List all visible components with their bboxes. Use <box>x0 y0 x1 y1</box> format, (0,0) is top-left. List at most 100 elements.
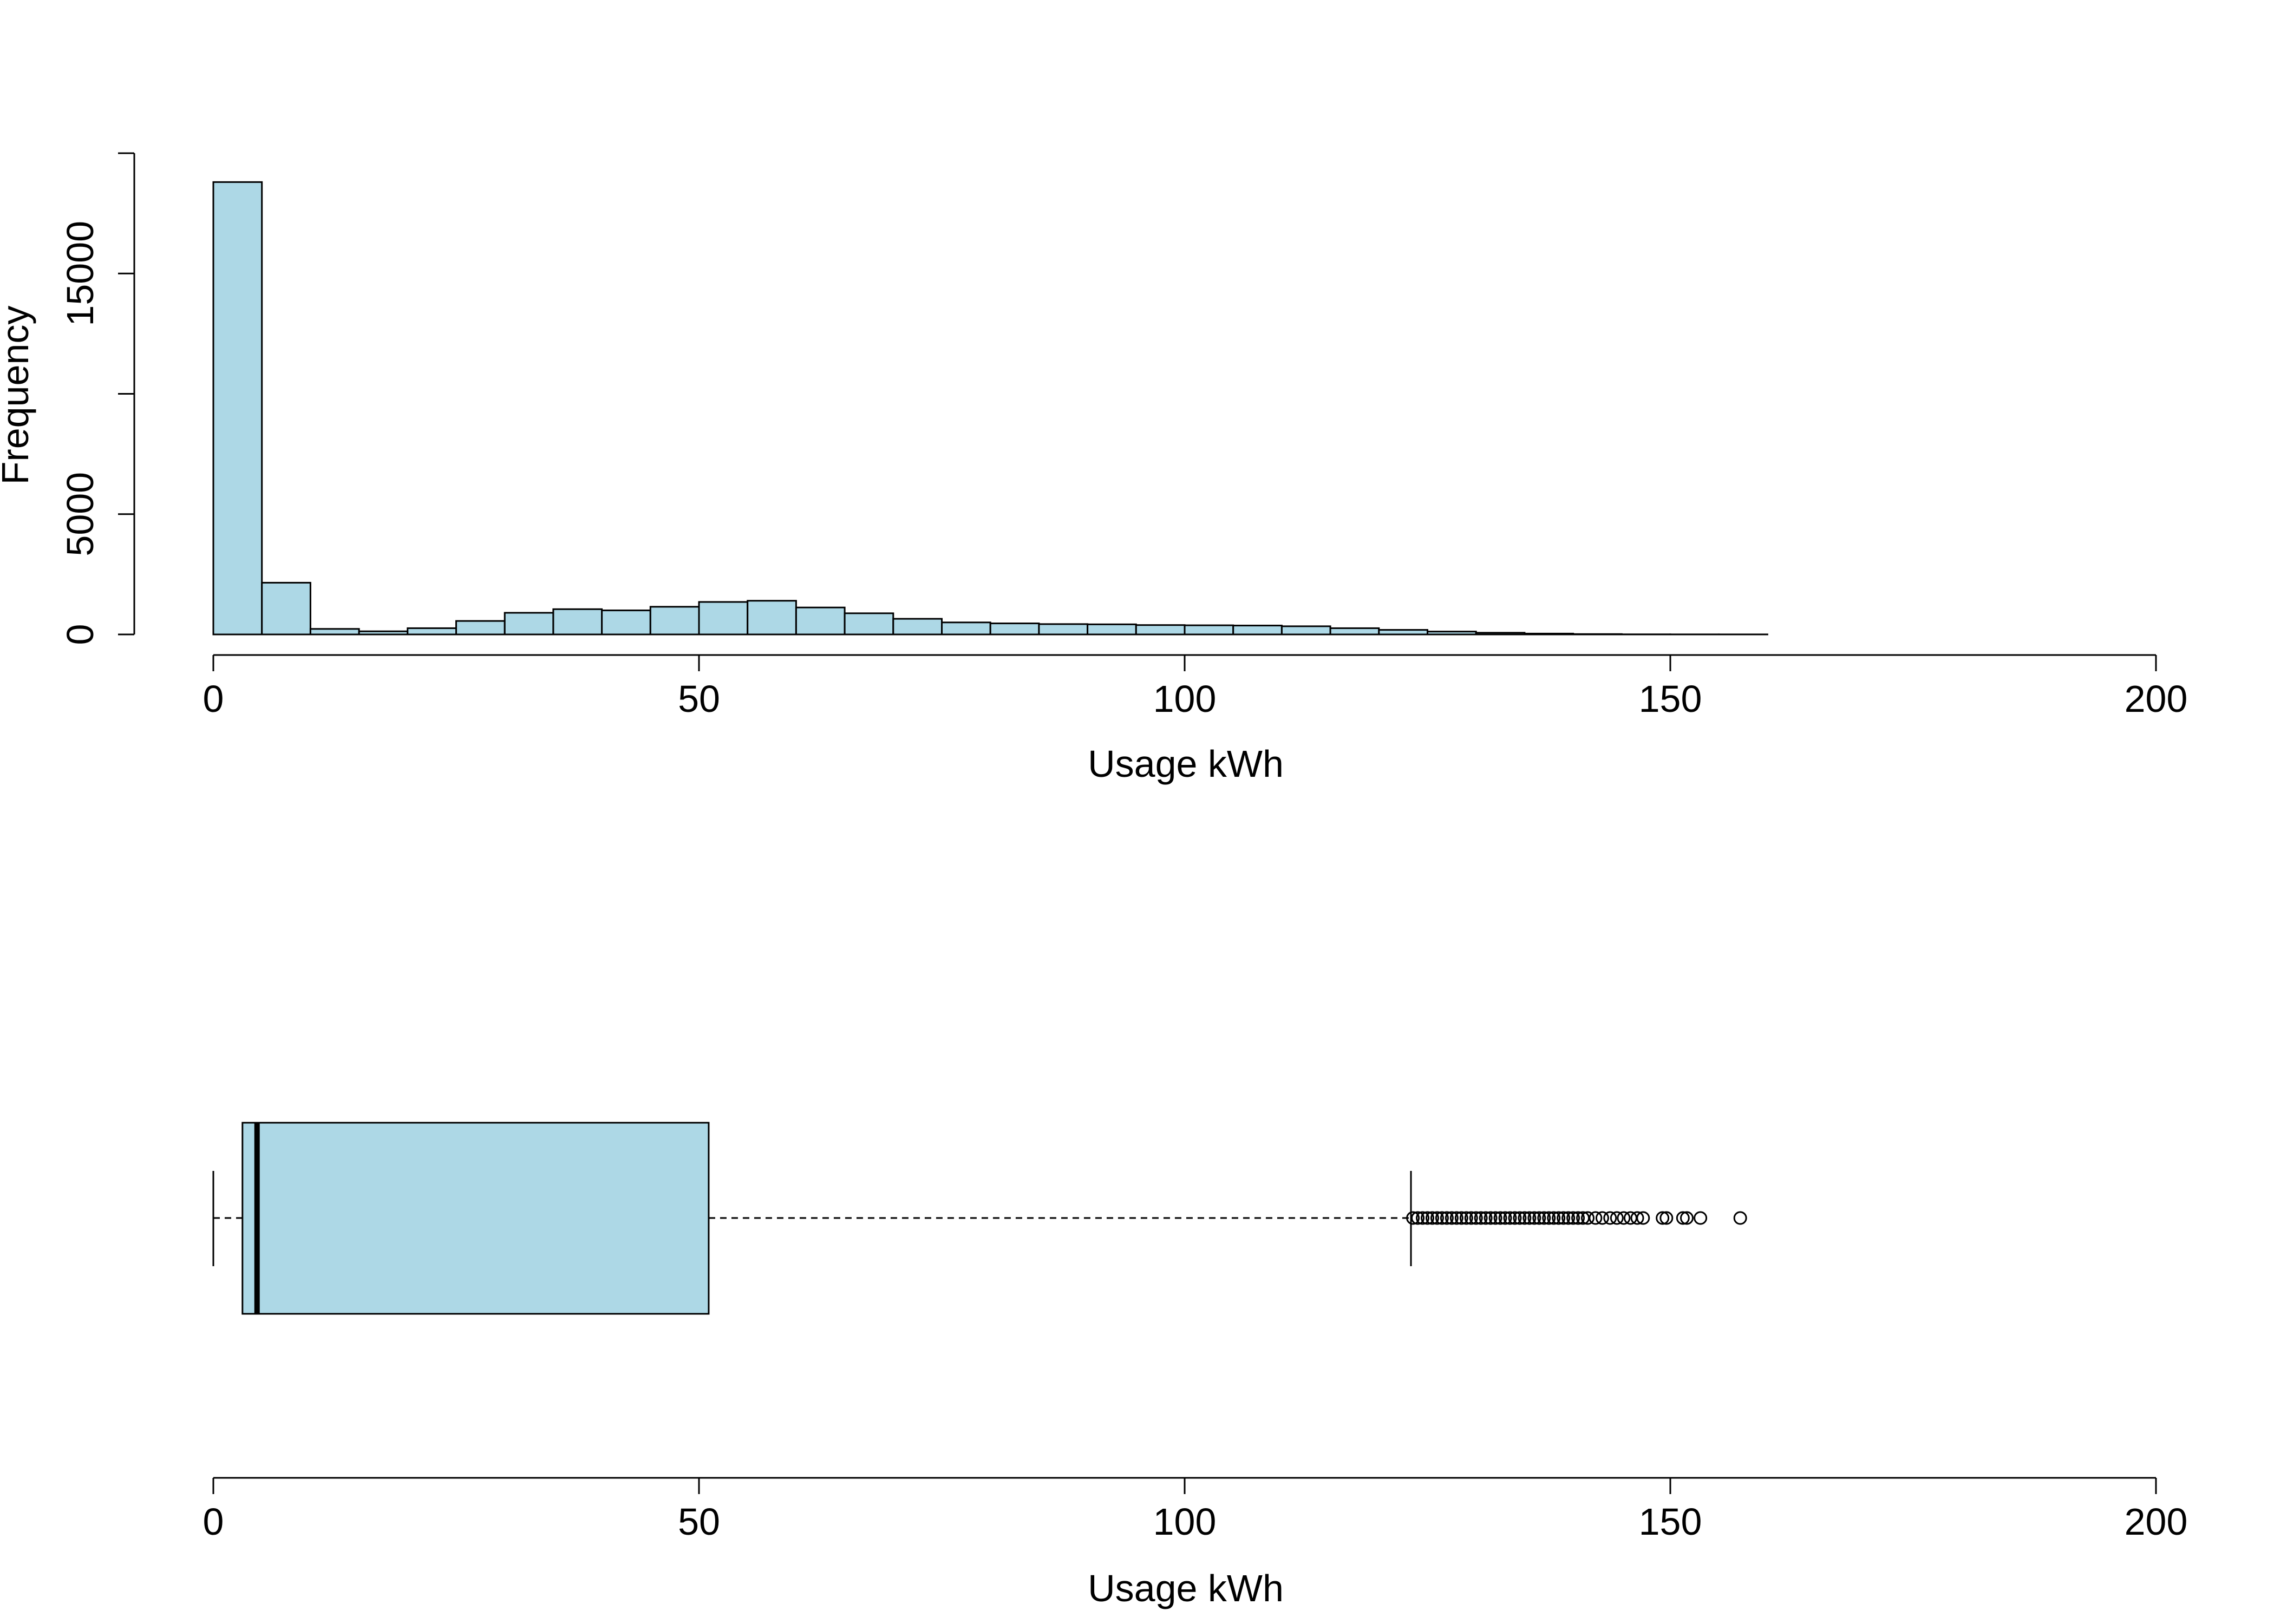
boxplot-outlier <box>1454 1211 1468 1225</box>
histogram-bar <box>1475 632 1526 636</box>
boxplot-x-tick-label: 100 <box>1153 1501 1217 1543</box>
histogram-bar <box>1038 623 1089 636</box>
boxplot-marks <box>212 1122 1747 1315</box>
histogram-x-tick-label: 0 <box>203 678 224 720</box>
histogram-bar <box>795 606 846 636</box>
boxplot-outlier <box>1406 1211 1420 1225</box>
histogram-bar <box>1135 624 1186 636</box>
boxplot-outlier <box>1488 1211 1502 1225</box>
boxplot-outlier <box>1435 1211 1449 1225</box>
boxplot-outlier <box>1469 1211 1483 1225</box>
boxplot-outlier <box>1571 1211 1585 1225</box>
histogram-x-axis: 0 50 100 150 200 <box>203 654 2188 720</box>
boxplot-outlier <box>1630 1211 1644 1225</box>
boxplot-outlier <box>1557 1211 1571 1225</box>
boxplot-outlier <box>1537 1211 1551 1225</box>
histogram-bar <box>1184 624 1234 636</box>
boxplot-outlier <box>1493 1211 1507 1225</box>
histogram-bar <box>212 181 263 636</box>
histogram-bar <box>941 621 991 636</box>
boxplot-outlier <box>1522 1211 1537 1225</box>
histogram-y-axis-label: Frequency <box>0 306 36 485</box>
boxplot-outlier <box>1581 1211 1595 1225</box>
boxplot-outlier <box>1449 1211 1463 1225</box>
boxplot-outlier <box>1659 1211 1674 1225</box>
histogram-y-tick-label: 5000 <box>59 472 101 556</box>
histogram-bar <box>747 600 797 636</box>
boxplot-x-axis-label: Usage kWh <box>1088 1567 1284 1609</box>
boxplot-outlier <box>1532 1211 1546 1225</box>
boxplot-outlier <box>1617 1211 1631 1225</box>
histogram-x-tick-label: 200 <box>2125 678 2188 720</box>
boxplot-outlier <box>1542 1211 1556 1225</box>
boxplot-x-tick-label: 50 <box>678 1501 720 1543</box>
histogram-bar <box>1524 632 1574 636</box>
boxplot-outlier <box>1518 1211 1532 1225</box>
boxplot-outlier <box>1416 1211 1430 1225</box>
boxplot-outlier <box>1498 1211 1512 1225</box>
boxplot-outlier <box>1603 1211 1617 1225</box>
boxplot-outlier <box>1561 1211 1576 1225</box>
histogram-bar <box>1232 625 1283 636</box>
boxplot-outlier <box>1425 1211 1439 1225</box>
boxplot-outlier <box>1513 1211 1527 1225</box>
boxplot-x-tick-label: 150 <box>1639 1501 1702 1543</box>
histogram-bar <box>698 601 749 636</box>
histogram-bar <box>892 618 943 636</box>
boxplot-outlier <box>1680 1211 1694 1225</box>
histogram-x-tick-label: 150 <box>1639 678 1702 720</box>
histogram-bar <box>601 610 651 636</box>
boxplot-outlier <box>1694 1211 1708 1225</box>
histogram-x-tick-label: 50 <box>678 678 720 720</box>
boxplot-outlier <box>1566 1211 1580 1225</box>
boxplot-outlier <box>1503 1211 1517 1225</box>
boxplot-outlier <box>1508 1211 1522 1225</box>
boxplot-outlier <box>1547 1211 1561 1225</box>
histogram-bar <box>1329 627 1380 636</box>
histogram-bars <box>212 181 1768 636</box>
boxplot-outlier <box>1595 1211 1609 1225</box>
boxplot-outlier <box>1474 1211 1488 1225</box>
boxplot-outlier <box>1527 1211 1541 1225</box>
boxplot-x-tick-label: 0 <box>203 1501 224 1543</box>
boxplot-outlier <box>1430 1211 1444 1225</box>
boxplot-outlier <box>1656 1211 1670 1225</box>
histogram-x-tick-label: 100 <box>1153 678 1217 720</box>
histogram-x-axis-label: Usage kWh <box>1088 743 1284 785</box>
boxplot-outlier <box>1464 1211 1478 1225</box>
boxplot-outlier <box>1733 1211 1747 1225</box>
histogram-bar <box>649 606 700 636</box>
boxplot-x-axis: 0 50 100 150 200 <box>203 1477 2187 1543</box>
histogram-bar <box>844 612 894 636</box>
histogram-bar <box>504 612 554 636</box>
boxplot-outlier <box>1445 1211 1459 1225</box>
boxplot-outlier <box>1440 1211 1454 1225</box>
histogram-bar <box>1280 625 1331 636</box>
boxplot-outlier <box>1479 1211 1493 1225</box>
histogram-bar <box>1427 631 1477 636</box>
histogram-bar <box>261 581 311 636</box>
histogram-y-tick-label: 15000 <box>59 221 101 326</box>
boxplot-outlier <box>1459 1211 1473 1225</box>
histogram-y-tick-label: 0 <box>59 624 101 645</box>
boxplot-outlier <box>1484 1211 1498 1225</box>
histogram-bar <box>407 627 457 636</box>
boxplot-box <box>241 1122 710 1315</box>
histogram-panel: 0 5000 15000 0 50 100 150 200 Usage kWh Freque… <box>0 152 2188 785</box>
histogram-bar <box>1378 629 1429 636</box>
histogram-bar <box>552 608 603 636</box>
boxplot-outlier <box>1411 1211 1425 1225</box>
boxplot-outlier <box>1552 1211 1566 1225</box>
histogram-bar <box>455 620 506 636</box>
boxplot-outlier <box>1421 1211 1434 1225</box>
histogram-bar <box>358 630 409 636</box>
histogram-bar <box>309 628 360 636</box>
boxplot-panel: 0 50 100 150 200 Usage kWh <box>203 1122 2187 1609</box>
boxplot-outlier <box>1610 1211 1624 1225</box>
histogram-bar <box>989 623 1040 636</box>
histogram-y-axis: 0 5000 15000 <box>59 152 135 645</box>
histogram-bar <box>1087 623 1137 636</box>
boxplot-outlier <box>1676 1211 1690 1225</box>
